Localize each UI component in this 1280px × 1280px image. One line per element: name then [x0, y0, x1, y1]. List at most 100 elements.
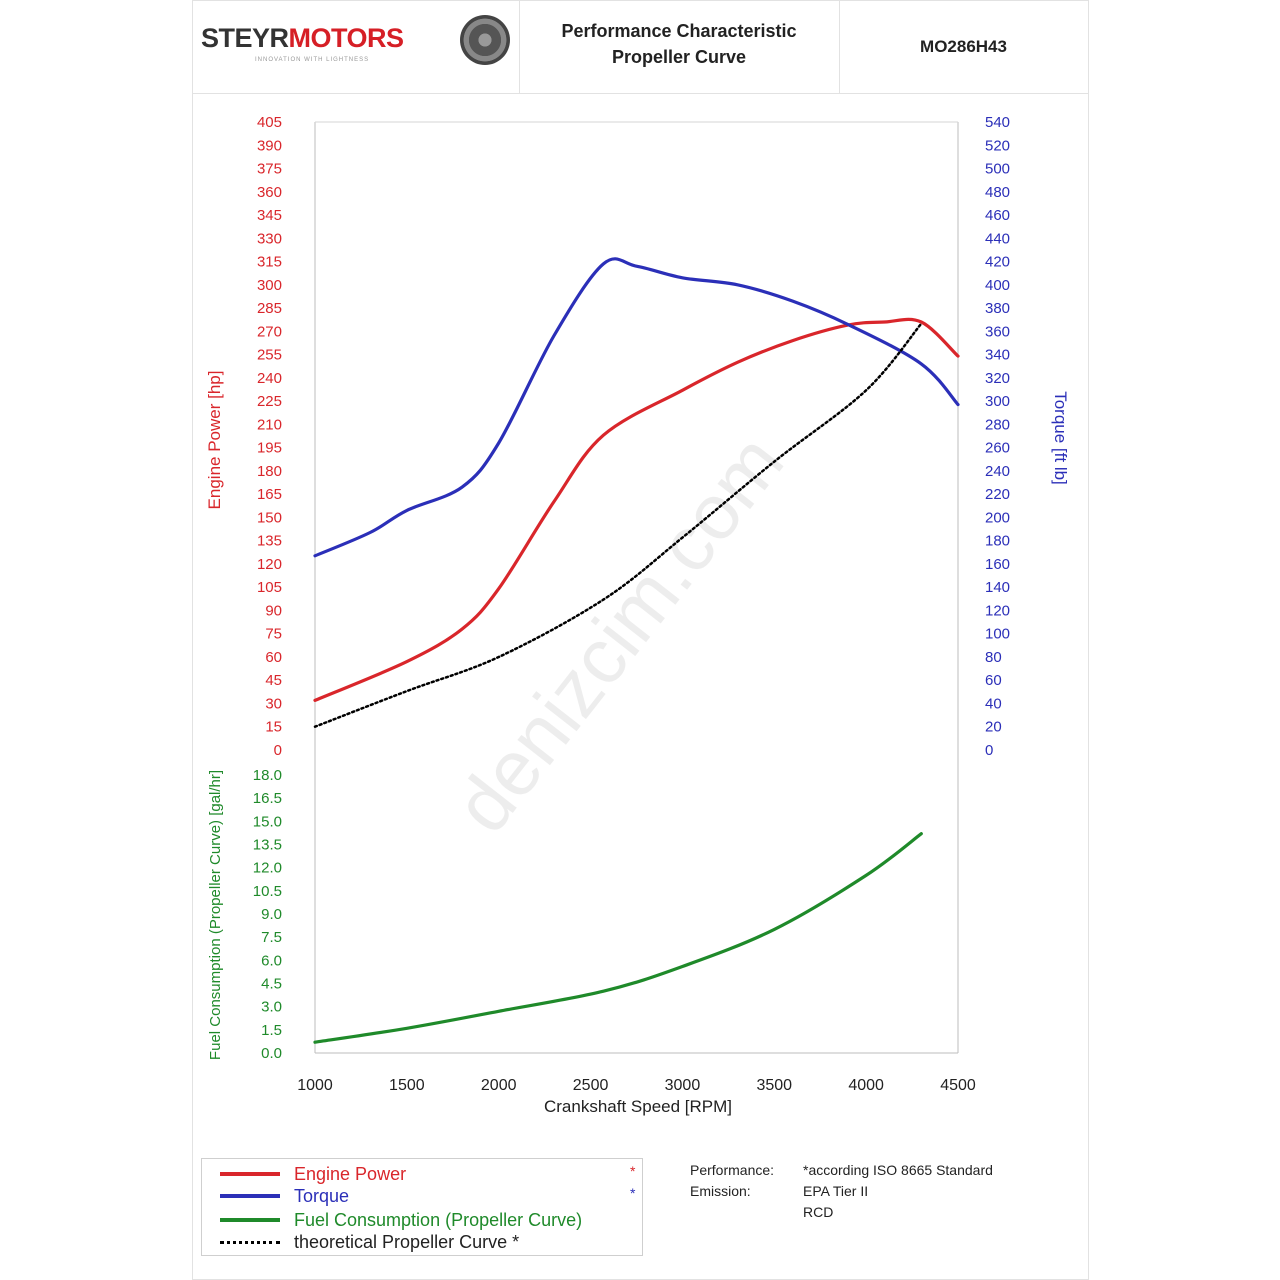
legend-item-propeller: theoretical Propeller Curve *: [202, 1231, 642, 1253]
y-tick-label-power: 255: [257, 347, 282, 364]
y-tick-label-torque: 400: [985, 277, 1010, 294]
y-tick-label-torque: 280: [985, 416, 1010, 433]
legend-swatch-fuel: [220, 1218, 280, 1222]
y-tick-label-power: 330: [257, 230, 282, 247]
y-tick-label-power: 180: [257, 463, 282, 480]
legend-item-fuel: Fuel Consumption (Propeller Curve): [202, 1209, 642, 1231]
y-tick-label-torque: 120: [985, 602, 1010, 619]
legend-swatch-propeller: [220, 1241, 280, 1244]
y-tick-label-torque: 440: [985, 230, 1010, 247]
y-tick-label-power: 90: [265, 602, 282, 619]
x-tick-label: 1500: [389, 1077, 425, 1094]
x-tick-label: 4000: [848, 1077, 884, 1094]
y-tick-label-fuel: 12.0: [253, 860, 282, 877]
legend-swatch-power: [220, 1172, 280, 1176]
y-tick-label-torque: 460: [985, 207, 1010, 224]
legend-swatch-torque: [220, 1194, 280, 1198]
y-tick-label-torque: 80: [985, 649, 1002, 666]
note-key: Emission:: [690, 1183, 751, 1199]
datasheet: STEYRMOTORS INNOVATION WITH LIGHTNESS Pe…: [192, 0, 1089, 1280]
y-axis-label-fuel: Fuel Consumption (Propeller Curve) [gal/…: [207, 770, 224, 1060]
y-tick-label-torque: 240: [985, 463, 1010, 480]
y-tick-label-power: 405: [257, 114, 282, 131]
y-tick-label-fuel: 6.0: [261, 952, 282, 969]
y-tick-label-torque: 200: [985, 509, 1010, 526]
y-tick-label-power: 315: [257, 254, 282, 271]
brand-logo: STEYRMOTORS: [201, 23, 404, 53]
note-key: Performance:: [690, 1162, 775, 1178]
logo-tagline: INNOVATION WITH LIGHTNESS: [255, 57, 370, 63]
y-tick-label-torque: 160: [985, 556, 1010, 573]
header: STEYRMOTORS INNOVATION WITH LIGHTNESS Pe…: [193, 1, 1088, 94]
watermark: denizcim.com: [437, 418, 800, 848]
title-line-1: Performance Characteristic: [561, 21, 797, 41]
y-tick-label-torque: 20: [985, 719, 1002, 736]
y-tick-label-torque: 100: [985, 626, 1010, 643]
series-line-torque: [313, 257, 960, 558]
x-tick-label: 2000: [481, 1077, 517, 1094]
y-tick-label-fuel: 18.0: [253, 767, 282, 784]
legend-label: Fuel Consumption (Propeller Curve): [294, 1210, 583, 1230]
y-tick-label-power: 210: [257, 416, 282, 433]
y-tick-label-power: 15: [265, 719, 282, 736]
legend-item-torque: Torque *: [202, 1185, 642, 1207]
y-tick-label-fuel: 3.0: [261, 999, 282, 1016]
title-cell: Performance Characteristic Propeller Cur…: [519, 1, 840, 93]
y-tick-label-torque: 500: [985, 161, 1010, 178]
y-tick-label-power: 345: [257, 207, 282, 224]
y-tick-label-fuel: 13.5: [253, 837, 282, 854]
y-tick-label-power: 390: [257, 137, 282, 154]
y-tick-label-torque: 360: [985, 323, 1010, 340]
y-tick-label-power: 45: [265, 672, 282, 689]
gear-logo-icon: [460, 15, 510, 65]
note-value: EPA Tier II: [803, 1183, 869, 1199]
y-tick-label-fuel: 4.5: [261, 976, 282, 993]
x-tick-label: 1000: [297, 1077, 333, 1094]
y-axis-label-torque: Torque [ft lb]: [1051, 391, 1070, 485]
x-tick-label: 3500: [756, 1077, 792, 1094]
series-line-fuel-consumption: [313, 832, 923, 1044]
model-number: MO286H43: [920, 37, 1007, 56]
y-axis-label-power: Engine Power [hp]: [205, 371, 224, 510]
y-tick-label-power: 270: [257, 323, 282, 340]
logo-cell: STEYRMOTORS INNOVATION WITH LIGHTNESS: [193, 1, 520, 93]
chart-frame: [314, 121, 959, 1054]
y-tick-label-fuel: 9.0: [261, 906, 282, 923]
y-tick-label-power: 135: [257, 533, 282, 550]
y-tick-label-torque: 140: [985, 579, 1010, 596]
x-tick-label: 3000: [665, 1077, 701, 1094]
y-tick-label-power: 150: [257, 509, 282, 526]
legend-star: *: [630, 1185, 636, 1201]
y-tick-label-fuel: 0.0: [261, 1045, 282, 1062]
y-tick-label-torque: 340: [985, 347, 1010, 364]
y-tick-label-torque: 380: [985, 300, 1010, 317]
note-value: *according ISO 8665 Standard: [803, 1162, 993, 1178]
y-tick-label-torque: 60: [985, 672, 1002, 689]
y-tick-label-torque: 220: [985, 486, 1010, 503]
model-cell: MO286H43: [839, 1, 1088, 93]
y-tick-label-power: 60: [265, 649, 282, 666]
y-tick-label-power: 120: [257, 556, 282, 573]
y-tick-label-fuel: 15.0: [253, 813, 282, 830]
y-tick-label-power: 195: [257, 440, 282, 457]
legend-label: Engine Power: [294, 1164, 407, 1184]
legend-label: theoretical Propeller Curve *: [294, 1232, 520, 1252]
y-tick-label-torque: 320: [985, 370, 1010, 387]
y-tick-label-power: 240: [257, 370, 282, 387]
legend: Engine Power * Torque * Fuel Consumption…: [201, 1158, 643, 1256]
y-tick-label-torque: 540: [985, 114, 1010, 131]
y-tick-label-power: 375: [257, 161, 282, 178]
legend-star: *: [630, 1163, 636, 1179]
y-tick-label-torque: 0: [985, 742, 993, 759]
y-tick-label-torque: 480: [985, 184, 1010, 201]
y-tick-label-torque: 260: [985, 440, 1010, 457]
y-tick-label-power: 285: [257, 300, 282, 317]
y-tick-label-power: 105: [257, 579, 282, 596]
y-tick-label-torque: 40: [985, 695, 1002, 712]
y-tick-label-power: 225: [257, 393, 282, 410]
y-tick-label-torque: 420: [985, 254, 1010, 271]
y-tick-label-power: 75: [265, 626, 282, 643]
y-tick-label-torque: 520: [985, 137, 1010, 154]
title-line-2: Propeller Curve: [611, 47, 747, 67]
y-tick-label-fuel: 10.5: [253, 883, 282, 900]
